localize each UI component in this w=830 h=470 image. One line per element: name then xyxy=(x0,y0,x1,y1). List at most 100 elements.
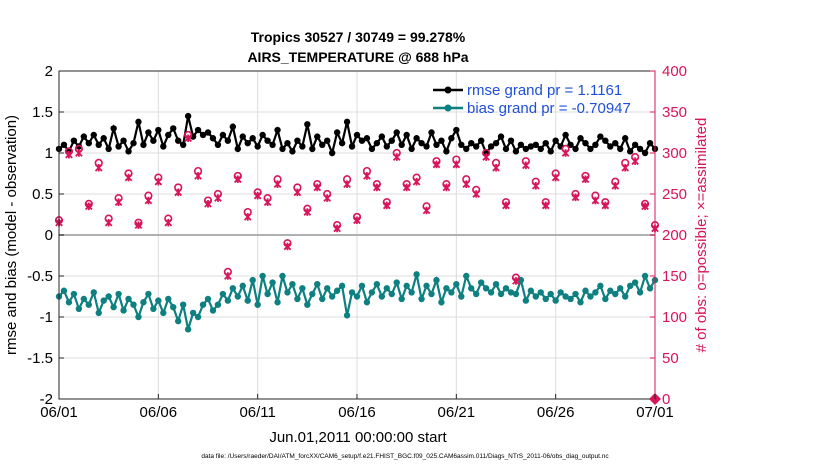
obs-assimilated-point-28 xyxy=(333,224,341,233)
rmse-point-8 xyxy=(95,141,102,148)
bias-point-2 xyxy=(65,299,73,306)
legend: rmse grand pr = 1.1161 bias grand pr = -… xyxy=(433,82,631,117)
obs-assimilated-point-55 xyxy=(601,201,610,210)
obs-assimilated-point-21 xyxy=(263,198,272,207)
rmse-point-17 xyxy=(140,141,147,148)
bias-point-89 xyxy=(497,290,505,298)
bias-point-44 xyxy=(274,299,281,306)
rmse-point-96 xyxy=(532,141,539,148)
bias-point-92 xyxy=(512,290,520,298)
bias-point-87 xyxy=(487,289,495,296)
obs-assimilated-point-5 xyxy=(104,218,113,227)
bias-point-77 xyxy=(438,299,445,306)
bias-point-106 xyxy=(582,287,589,294)
obs-assimilated-point-17 xyxy=(224,272,232,280)
right-tick-label-5: 250 xyxy=(662,186,687,203)
bias-point-22 xyxy=(165,295,172,303)
obs-assimilated-point-29 xyxy=(343,180,351,188)
rmse-point-108 xyxy=(592,141,599,148)
right-tick-label-7: 350 xyxy=(662,104,687,121)
obs-assimilated-point-25 xyxy=(303,208,312,216)
bias-point-76 xyxy=(433,276,440,284)
bias-point-26 xyxy=(184,326,192,333)
bias-point-69 xyxy=(398,295,405,303)
bottom-tick-label-4: 06/21 xyxy=(438,404,476,421)
bottom-tick-label-0: 06/01 xyxy=(40,404,78,421)
bias-point-8 xyxy=(95,309,102,317)
bias-point-62 xyxy=(363,299,371,306)
obs-assimilated-point-42 xyxy=(472,190,481,198)
legend-bias-marker xyxy=(444,104,452,112)
rmse-point-46 xyxy=(284,139,291,147)
rmse-point-9 xyxy=(100,135,107,142)
rmse-point-53 xyxy=(319,141,326,148)
left-tick-label-2: -1 xyxy=(40,309,53,326)
bias-point-113 xyxy=(617,285,624,292)
rmse-point-111 xyxy=(607,143,614,150)
obs-assimilated-point-46 xyxy=(512,277,520,285)
rmse-point-112 xyxy=(612,139,619,147)
bias-point-10 xyxy=(105,293,112,300)
obs-assimilated-point-48 xyxy=(531,181,540,190)
chart-title: Tropics 30527 / 30749 = 99.278% xyxy=(251,29,466,45)
rmse-point-103 xyxy=(567,141,574,148)
obs-assimilated-point-3 xyxy=(84,202,93,211)
bias-point-80 xyxy=(453,281,460,288)
right-tick-label-8: 400 xyxy=(662,63,687,80)
rmse-point-21 xyxy=(160,143,167,150)
rmse-point-28 xyxy=(194,126,202,134)
rmse-point-77 xyxy=(438,137,445,144)
rmse-point-93 xyxy=(517,141,525,148)
bias-point-35 xyxy=(229,285,237,292)
bias-point-56 xyxy=(333,287,341,294)
obs-assimilated-point-12 xyxy=(174,188,183,197)
obs-assimilated-point-27 xyxy=(323,194,332,202)
bias-point-109 xyxy=(597,282,604,290)
obs-assimilated-point-23 xyxy=(283,242,292,251)
bias-point-63 xyxy=(368,289,376,296)
obs-assimilated-point-44 xyxy=(492,163,500,172)
bias-point-73 xyxy=(418,295,425,303)
data-file-footer: data file: /Users/raeder/DAI/ATM_forcXX/… xyxy=(201,453,609,460)
left-tick-label-4: 0 xyxy=(45,227,53,244)
obs-assimilated-point-13 xyxy=(184,134,192,143)
rmse-point-68 xyxy=(393,129,400,136)
bias-point-57 xyxy=(338,282,346,290)
bias-point-37 xyxy=(239,282,246,290)
bias-point-41 xyxy=(259,272,266,280)
bias-point-19 xyxy=(150,305,157,312)
right-tick-label-2: 100 xyxy=(662,309,687,326)
bias-point-84 xyxy=(473,290,480,298)
bottom-tick-label-2: 06/11 xyxy=(239,404,275,421)
x-axis-label: Jun.01,2011 00:00:00 start xyxy=(269,429,447,446)
bias-point-103 xyxy=(567,295,574,303)
bias-point-14 xyxy=(125,295,132,303)
rmse-point-81 xyxy=(458,141,465,148)
rmse-point-87 xyxy=(487,143,495,150)
obs-assimilated-point-54 xyxy=(591,196,600,205)
rmse-point-82 xyxy=(463,145,470,153)
obs-assimilated-point-15 xyxy=(204,200,212,208)
bias-point-4 xyxy=(75,305,83,312)
rmse-point-54 xyxy=(324,137,331,144)
rmse-point-78 xyxy=(443,148,450,155)
bias-point-40 xyxy=(254,301,261,308)
bias-point-59 xyxy=(348,289,356,296)
obs-assimilated-point-26 xyxy=(313,183,322,192)
legend-rmse-marker xyxy=(444,86,452,94)
legend-rmse-label: rmse grand pr = 1.1161 xyxy=(467,82,622,99)
bias-point-72 xyxy=(413,271,420,278)
left-tick-label-8: 2 xyxy=(45,63,53,80)
rmse-point-40 xyxy=(254,143,261,150)
obs-assimilated-point-53 xyxy=(581,175,590,184)
bias-point-32 xyxy=(214,301,222,308)
bias-point-99 xyxy=(547,290,554,298)
rmse-point-33 xyxy=(219,131,227,139)
bias-point-110 xyxy=(602,295,609,303)
rmse-point-41 xyxy=(259,131,266,139)
rmse-point-37 xyxy=(239,133,246,140)
bottom-tick-label-1: 06/06 xyxy=(140,404,178,421)
rmse-point-55 xyxy=(328,149,336,157)
left-tick-label-0: -2 xyxy=(40,391,53,408)
bias-point-49 xyxy=(299,285,306,292)
